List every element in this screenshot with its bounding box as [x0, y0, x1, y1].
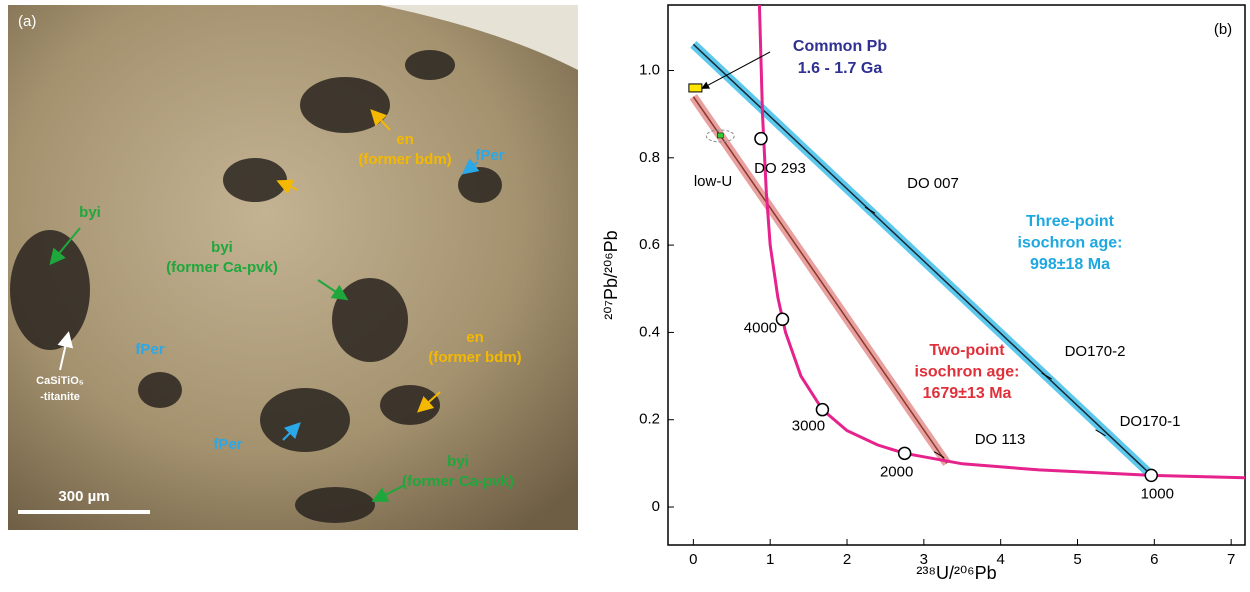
photo-label: (former bdm) — [428, 349, 521, 366]
low-u-point — [717, 133, 723, 138]
panel-label: (a) — [18, 13, 36, 30]
isochron-label: 1679±13 Ma — [923, 385, 1012, 402]
age-label: 4000 — [744, 319, 777, 336]
x-tick-label: 0 — [689, 551, 697, 568]
isochron-label: isochron age: — [915, 364, 1020, 381]
sample-point — [755, 133, 767, 145]
plot-area — [689, 5, 1245, 481]
sample-label: DO170-1 — [1120, 413, 1181, 430]
x-axis-label: ²³⁸U/²⁰⁶Pb — [916, 563, 996, 583]
isochron-label: 998±18 Ma — [1030, 256, 1110, 273]
y-tick-label: 0 — [652, 498, 660, 515]
x-tick-label: 7 — [1227, 551, 1235, 568]
sample-label: DO 007 — [907, 175, 959, 192]
scale-bar-label: 300 µm — [58, 488, 109, 505]
photo-label: (former Ca-pvk) — [402, 473, 514, 490]
y-tick-label: 0.4 — [639, 323, 660, 340]
photo-label: byi — [79, 204, 101, 221]
age-label: 1000 — [1141, 485, 1174, 502]
photo-panel: (a) 300 µm en (former bdm) fPer byi byi (former… — [8, 5, 578, 530]
y-tick-label: 0.6 — [639, 236, 660, 253]
photo-label: en — [396, 131, 414, 148]
sample-label: DO 113 — [975, 431, 1026, 448]
age-label: 3000 — [792, 418, 825, 435]
photo-label: byi — [447, 453, 469, 470]
sample-label: DO170-2 — [1065, 343, 1126, 360]
photo-label: byi — [211, 239, 233, 256]
age-marker — [776, 313, 788, 325]
x-tick-label: 5 — [1073, 551, 1081, 568]
x-tick-label: 2 — [843, 551, 851, 568]
common-pb-label: 1.6 - 1.7 Ga — [798, 60, 883, 77]
photo-background — [8, 5, 578, 530]
x-tick-label: 1 — [766, 551, 774, 568]
photo-label: CaSiTiO₅ — [36, 375, 84, 387]
photo-label: (former bdm) — [358, 151, 451, 168]
photo-label: fPer — [213, 436, 242, 453]
age-marker — [816, 404, 828, 416]
y-tick-label: 1.0 — [639, 61, 660, 78]
y-tick-label: 0.8 — [639, 149, 660, 166]
age-label: 2000 — [880, 463, 913, 480]
isochron-label: Two-point — [929, 342, 1005, 359]
y-axis-label: ²⁰⁷Pb/²⁰⁶Pb — [601, 230, 621, 319]
photo-label: fPer — [475, 147, 504, 164]
panel-label: (b) — [1214, 21, 1232, 38]
photo-label: fPer — [135, 341, 164, 358]
photo-label: en — [466, 329, 484, 346]
low-u-label: low-U — [694, 173, 732, 190]
y-tick-label: 0.2 — [639, 411, 660, 428]
x-tick-label: 4 — [997, 551, 1005, 568]
x-tick-label: 6 — [1150, 551, 1158, 568]
common-pb-label: Common Pb — [793, 38, 887, 55]
photo-label: (former Ca-pvk) — [166, 259, 278, 276]
photo-label: -titanite — [40, 391, 80, 403]
common-pb-marker — [689, 84, 702, 92]
age-marker — [899, 447, 911, 459]
age-marker — [1145, 469, 1157, 481]
sample-label: DO 293 — [754, 160, 806, 177]
figure: (a) 300 µm en (former bdm) fPer byi byi (former… — [0, 0, 1250, 587]
isochron-label: isochron age: — [1018, 235, 1123, 252]
isochron-label: Three-point — [1026, 213, 1115, 230]
